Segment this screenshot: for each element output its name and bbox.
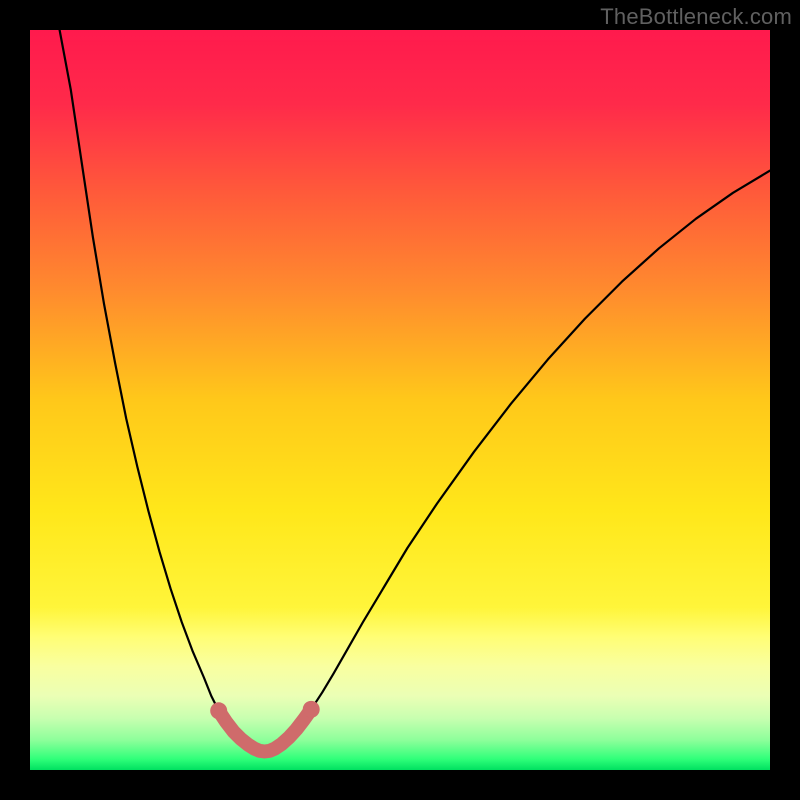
gradient-background (30, 30, 770, 770)
optimal-range-start-marker (210, 702, 227, 719)
optimal-range-end-marker (303, 701, 320, 718)
plot-area (30, 30, 770, 770)
bottleneck-curve-chart (30, 30, 770, 770)
watermark-text: TheBottleneck.com (600, 4, 792, 30)
chart-frame: TheBottleneck.com (0, 0, 800, 800)
